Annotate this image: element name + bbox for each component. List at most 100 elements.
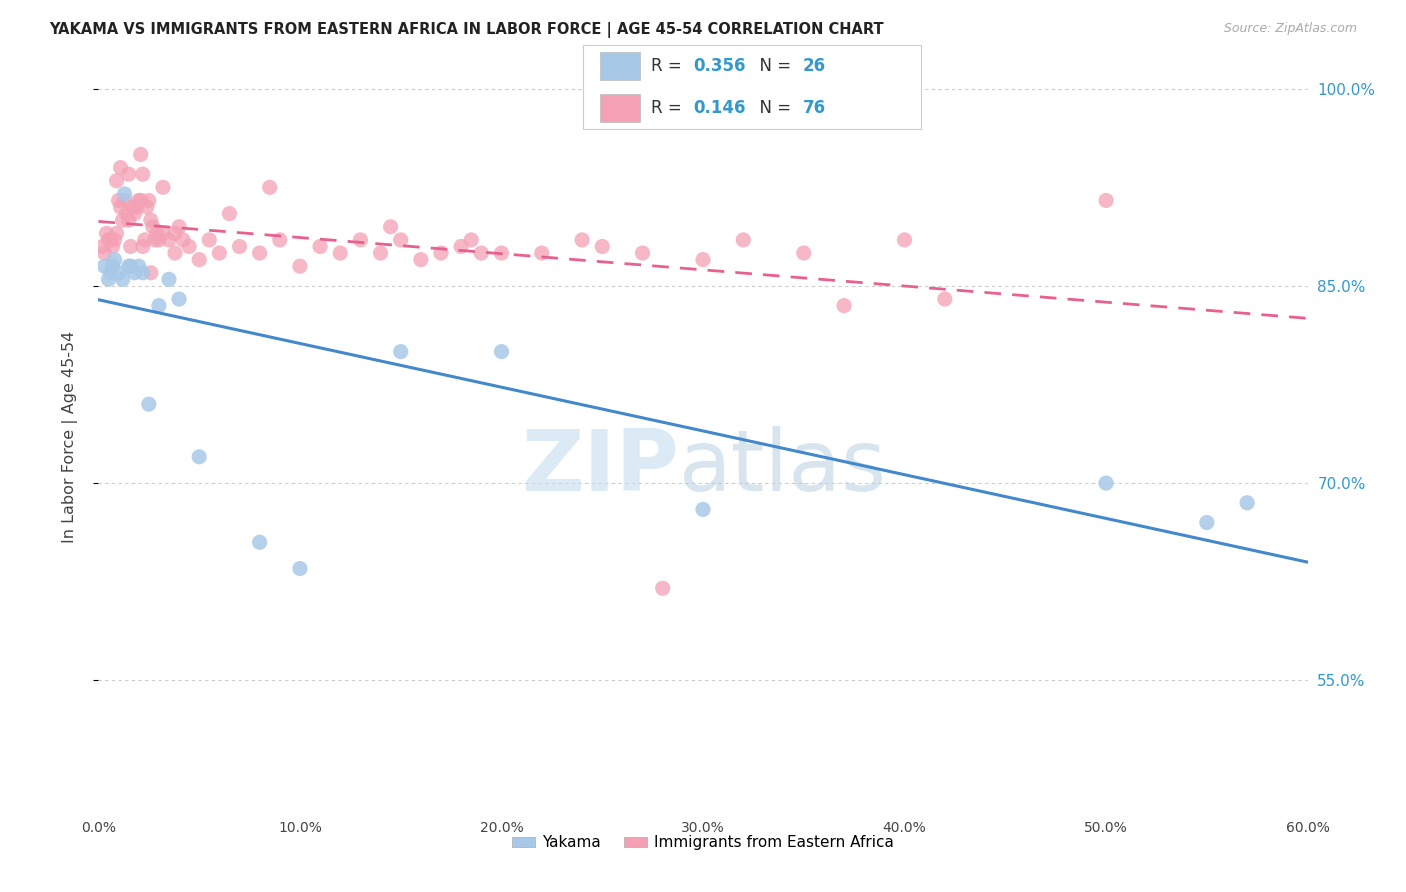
Point	[288, 561, 311, 575]
Point	[152, 227, 174, 241]
Point	[309, 239, 332, 253]
Point	[450, 239, 472, 253]
Point	[389, 344, 412, 359]
Point	[409, 252, 432, 267]
Text: atlas: atlas	[679, 425, 887, 508]
Point	[100, 266, 122, 280]
Point	[167, 292, 190, 306]
Point	[631, 246, 654, 260]
Text: 76: 76	[803, 99, 825, 117]
Point	[107, 266, 129, 280]
Point	[218, 206, 240, 220]
Point	[651, 581, 673, 595]
Point	[692, 502, 714, 516]
Point	[380, 219, 402, 234]
Point	[188, 252, 211, 267]
Point	[832, 299, 855, 313]
Point	[179, 239, 201, 253]
Point	[105, 227, 128, 241]
Point	[118, 259, 141, 273]
Text: YAKAMA VS IMMIGRANTS FROM EASTERN AFRICA IN LABOR FORCE | AGE 45-54 CORRELATION : YAKAMA VS IMMIGRANTS FROM EASTERN AFRICA…	[49, 22, 884, 38]
Point	[134, 233, 156, 247]
Point	[148, 299, 170, 313]
Point	[172, 233, 194, 247]
Text: 26: 26	[803, 57, 825, 75]
Point	[91, 239, 114, 253]
Text: ZIP: ZIP	[522, 425, 679, 508]
Point	[135, 200, 157, 214]
Point	[114, 194, 136, 208]
Point	[120, 239, 142, 253]
Point	[692, 252, 714, 267]
Point	[118, 167, 141, 181]
Point	[93, 259, 115, 273]
Point	[93, 246, 115, 260]
Point	[893, 233, 915, 247]
Point	[157, 272, 180, 286]
Point	[167, 219, 190, 234]
Point	[96, 227, 118, 241]
Point	[157, 233, 180, 247]
Point	[530, 246, 553, 260]
Point	[491, 246, 513, 260]
Point	[118, 213, 141, 227]
Point	[249, 535, 271, 549]
Point	[124, 266, 146, 280]
Point	[793, 246, 815, 260]
Point	[97, 272, 120, 286]
Point	[139, 213, 162, 227]
Point	[228, 239, 250, 253]
Point	[124, 206, 146, 220]
Point	[100, 233, 122, 247]
Point	[1236, 496, 1258, 510]
Point	[370, 246, 392, 260]
Point	[571, 233, 593, 247]
Point	[1095, 194, 1118, 208]
Point	[163, 246, 186, 260]
Point	[148, 233, 170, 247]
Point	[103, 233, 125, 247]
Point	[128, 194, 150, 208]
Point	[259, 180, 281, 194]
Point	[107, 194, 129, 208]
Point	[129, 194, 152, 208]
Point	[208, 246, 231, 260]
Point	[591, 239, 613, 253]
Point	[105, 174, 128, 188]
Point	[115, 206, 138, 220]
Point	[430, 246, 453, 260]
Point	[132, 266, 155, 280]
Point	[249, 246, 271, 260]
Point	[138, 194, 160, 208]
Point	[460, 233, 482, 247]
Point	[143, 233, 166, 247]
Point	[125, 200, 148, 214]
Point	[132, 239, 155, 253]
Point	[103, 252, 125, 267]
Point	[101, 259, 124, 273]
Point	[491, 344, 513, 359]
Point	[1095, 476, 1118, 491]
Point	[329, 246, 352, 260]
Point	[163, 227, 186, 241]
Text: Source: ZipAtlas.com: Source: ZipAtlas.com	[1223, 22, 1357, 36]
Point	[198, 233, 221, 247]
Point	[120, 259, 142, 273]
Point	[470, 246, 492, 260]
Point	[128, 259, 150, 273]
Legend: Yakama, Immigrants from Eastern Africa: Yakama, Immigrants from Eastern Africa	[506, 830, 900, 856]
Point	[97, 233, 120, 247]
Text: R =: R =	[651, 99, 688, 117]
Point	[934, 292, 956, 306]
Text: R =: R =	[651, 57, 688, 75]
Point	[138, 397, 160, 411]
Point	[733, 233, 755, 247]
Text: 0.146: 0.146	[693, 99, 745, 117]
Point	[188, 450, 211, 464]
Point	[152, 180, 174, 194]
Point	[101, 239, 124, 253]
Point	[111, 272, 134, 286]
Point	[349, 233, 371, 247]
Point	[288, 259, 311, 273]
Point	[146, 227, 169, 241]
